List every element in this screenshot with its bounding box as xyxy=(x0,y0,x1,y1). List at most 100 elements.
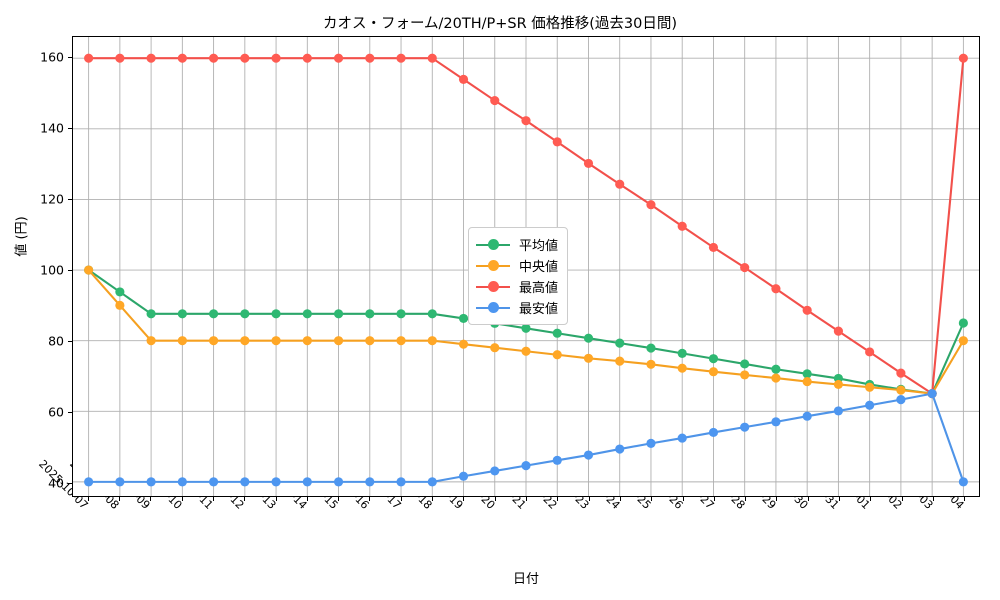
x-tick-mark xyxy=(338,497,340,501)
x-tick-mark xyxy=(494,497,496,501)
x-tick-mark xyxy=(400,497,402,501)
x-tick-mark xyxy=(713,497,715,501)
series-marker xyxy=(208,53,219,63)
x-tick-mark xyxy=(807,497,809,501)
series-marker xyxy=(771,284,781,294)
series-marker xyxy=(958,477,968,487)
series-marker xyxy=(521,116,531,126)
series-marker xyxy=(646,359,656,369)
series-marker xyxy=(84,53,94,63)
series-marker xyxy=(521,323,531,333)
series-marker xyxy=(771,373,781,383)
x-axis-label: 日付 xyxy=(512,572,539,587)
series-marker xyxy=(865,347,875,357)
series-marker xyxy=(740,359,750,369)
legend-marker-icon xyxy=(476,280,510,294)
legend-item-2[interactable]: 中央値 xyxy=(476,255,558,276)
series-marker xyxy=(146,477,156,487)
x-tick-mark xyxy=(619,497,621,501)
series-marker xyxy=(958,336,968,346)
series-marker xyxy=(677,348,687,358)
series-marker xyxy=(302,336,312,346)
plot-svg xyxy=(73,37,979,496)
chart-legend[interactable]: 平均値 中央値最高値最安値 xyxy=(468,227,569,325)
series-marker xyxy=(396,336,406,346)
series-marker xyxy=(177,477,187,487)
series-marker xyxy=(458,471,469,481)
legend-item-1[interactable]: 平均値 xyxy=(476,234,558,255)
legend-item-3[interactable]: 最高値 xyxy=(476,276,558,297)
series-marker xyxy=(615,356,625,366)
series-marker xyxy=(365,336,375,346)
series-marker xyxy=(583,353,594,363)
series-marker xyxy=(771,364,781,374)
series-marker xyxy=(302,53,312,63)
series-marker xyxy=(677,433,687,443)
series-marker xyxy=(708,354,719,364)
series-marker xyxy=(646,438,656,448)
x-tick-mark xyxy=(212,497,214,501)
series-marker xyxy=(427,477,437,487)
legend-label: 最安値 xyxy=(519,302,559,317)
x-tick-mark xyxy=(964,497,966,501)
series-marker xyxy=(677,221,687,231)
x-tick-mark xyxy=(275,497,277,501)
series-marker xyxy=(833,406,844,416)
series-marker xyxy=(771,417,781,427)
series-marker xyxy=(802,369,812,379)
series-marker xyxy=(427,309,437,319)
series-marker xyxy=(177,309,187,319)
series-marker xyxy=(396,477,406,487)
series-marker xyxy=(365,309,375,319)
legend-label: 最高値 xyxy=(519,281,559,296)
series-marker xyxy=(115,287,125,297)
series-marker xyxy=(146,53,156,63)
series-marker xyxy=(427,53,437,63)
legend-item-4[interactable]: 最安値 xyxy=(476,297,558,318)
series-marker xyxy=(177,336,187,346)
x-tick-mark xyxy=(244,497,246,501)
series-marker xyxy=(958,318,968,328)
series-marker xyxy=(490,466,500,476)
series-marker xyxy=(115,477,125,487)
series-marker xyxy=(865,400,875,410)
series-marker xyxy=(708,427,719,438)
series-marker xyxy=(958,53,968,63)
series-marker xyxy=(896,368,906,378)
legend-marker-icon xyxy=(476,301,510,315)
series-marker xyxy=(615,179,625,189)
series-marker xyxy=(240,53,250,63)
series-marker xyxy=(146,336,156,346)
x-tick-mark xyxy=(651,497,653,501)
x-tick-mark xyxy=(87,497,89,501)
series-marker xyxy=(802,377,812,387)
x-tick-mark xyxy=(839,497,841,501)
x-tick-mark xyxy=(870,497,872,501)
x-tick-mark xyxy=(432,497,434,501)
series-marker xyxy=(740,370,750,380)
series-marker xyxy=(302,477,312,487)
series-marker xyxy=(896,395,906,405)
series-marker xyxy=(927,389,937,399)
x-tick-mark xyxy=(118,497,120,501)
series-marker xyxy=(84,477,94,487)
series-marker xyxy=(365,53,375,63)
series-marker xyxy=(84,265,94,275)
x-tick-mark xyxy=(181,497,183,501)
legend-label: 平均値 xyxy=(519,239,559,254)
series-marker xyxy=(146,309,156,319)
x-tick-mark xyxy=(557,497,559,501)
x-tick-mark xyxy=(369,497,371,501)
x-tick-mark xyxy=(745,497,747,501)
legend-marker-icon xyxy=(476,259,510,273)
series-marker xyxy=(333,53,344,63)
series-marker xyxy=(271,336,281,346)
x-tick-mark xyxy=(901,497,903,501)
series-marker xyxy=(365,477,375,487)
series-marker xyxy=(615,444,625,454)
series-marker xyxy=(802,305,812,315)
x-tick-mark xyxy=(463,497,465,501)
series-marker xyxy=(302,309,312,319)
series-marker xyxy=(646,200,656,210)
